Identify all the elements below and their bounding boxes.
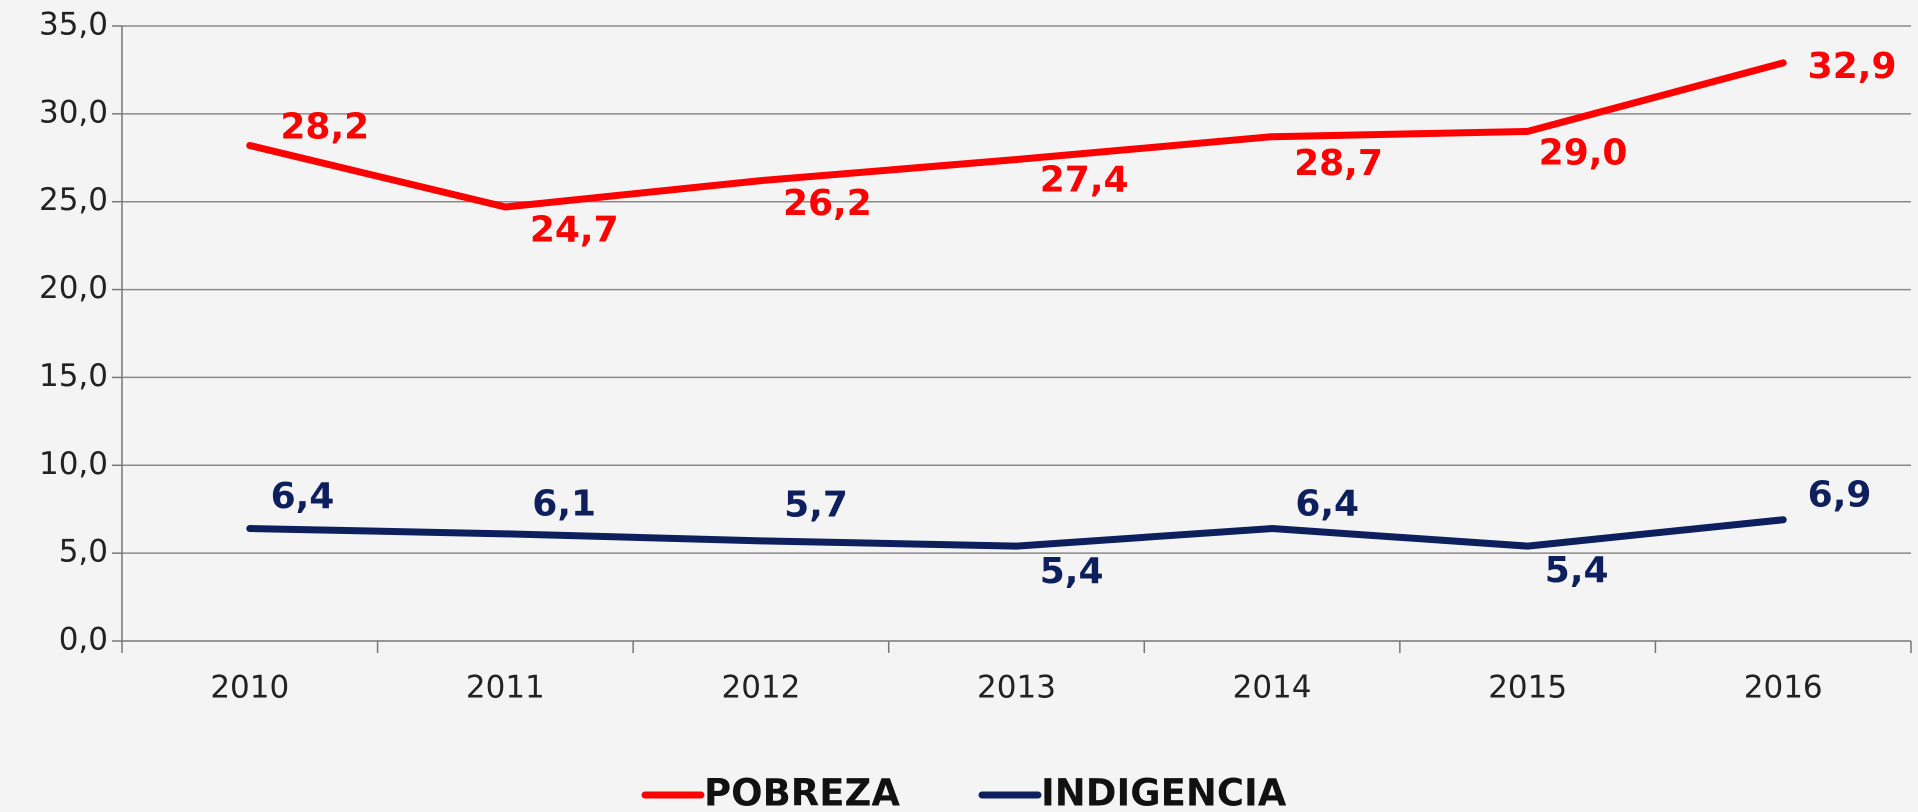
data-label: 26,2	[783, 183, 872, 224]
y-tick-label: 30,0	[39, 94, 108, 130]
data-label: 5,4	[1545, 550, 1609, 591]
data-label: 29,0	[1539, 133, 1628, 174]
y-tick-label: 15,0	[39, 358, 108, 394]
data-label: 32,9	[1808, 46, 1897, 87]
x-tick-label: 2014	[1233, 670, 1312, 706]
x-tick-label: 2016	[1744, 670, 1823, 706]
x-tick-label: 2010	[210, 670, 289, 706]
x-tick-label: 2011	[466, 670, 545, 706]
data-label: 28,7	[1294, 143, 1383, 184]
y-tick-label: 25,0	[39, 182, 108, 218]
data-label: 6,4	[271, 476, 335, 517]
y-tick-label: 0,0	[59, 622, 108, 658]
legend-label: POBREZA	[704, 772, 900, 812]
data-label: 5,7	[784, 485, 848, 526]
series-line	[246, 59, 1787, 211]
legend-label: INDIGENCIA	[1041, 772, 1287, 812]
data-label: 24,7	[530, 209, 619, 250]
data-label: 6,1	[532, 484, 596, 525]
x-tick-label: 2012	[721, 670, 800, 706]
y-tick-label: 10,0	[39, 446, 108, 482]
x-tick-label: 2013	[977, 670, 1056, 706]
y-tick-label: 35,0	[39, 7, 108, 43]
data-label: 27,4	[1040, 160, 1129, 201]
data-label: 28,2	[280, 106, 369, 147]
series-line	[246, 516, 1787, 550]
y-tick-label: 5,0	[59, 534, 108, 570]
data-label: 5,4	[1040, 551, 1104, 592]
y-tick-label: 20,0	[39, 270, 108, 306]
data-label: 6,9	[1808, 475, 1872, 516]
data-label: 6,4	[1295, 483, 1359, 524]
x-tick-label: 2015	[1488, 670, 1567, 706]
